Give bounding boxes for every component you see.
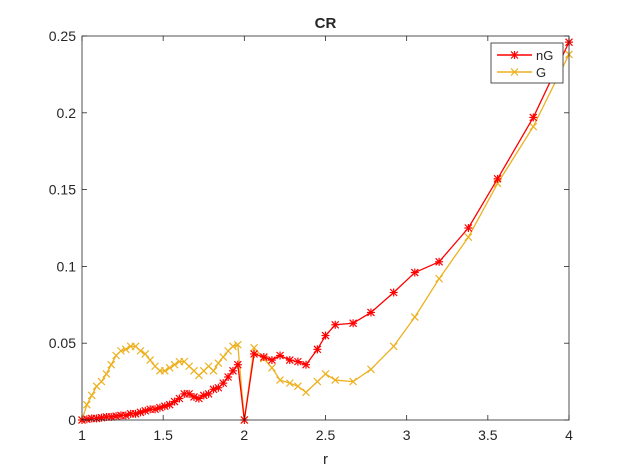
y-tick-label: 0.25 <box>49 28 76 44</box>
data-point-g <box>165 363 174 372</box>
data-point-ng <box>131 409 140 418</box>
legend-marker-symbol-g <box>510 68 519 76</box>
data-point-ng <box>293 357 302 366</box>
data-point-ng <box>170 397 179 406</box>
y-tick-label: 0.1 <box>57 258 77 274</box>
data-point-g <box>268 363 276 372</box>
x-tick-label: 2 <box>240 427 248 443</box>
data-point-ng <box>233 360 242 369</box>
data-point-g <box>233 340 242 349</box>
data-point-ng <box>349 319 358 328</box>
legend-label-ng: nG <box>536 48 553 63</box>
legend-marker-ng <box>510 51 519 59</box>
data-point-g <box>367 365 375 374</box>
x-tick-label: 2.5 <box>316 427 336 443</box>
x-tick-label: 1 <box>78 427 86 443</box>
data-point-g <box>146 356 155 365</box>
y-tick-label: 0.05 <box>49 335 76 351</box>
data-point-g <box>102 369 111 378</box>
data-point-ng <box>219 379 228 388</box>
legend-label-g: G <box>536 65 546 80</box>
data-point-ng <box>410 268 419 277</box>
data-point-g <box>229 342 237 351</box>
data-point-g <box>313 377 322 386</box>
data-point-g <box>219 353 228 361</box>
data-point-g <box>170 360 179 369</box>
data-point-g <box>293 382 302 391</box>
data-point-g <box>209 366 218 375</box>
data-point-ng <box>285 356 294 365</box>
data-point-ng <box>250 349 259 358</box>
x-tick-label: 3.5 <box>478 427 498 443</box>
data-point-g <box>160 366 169 375</box>
data-point-g <box>276 376 284 384</box>
y-tick-label: 0.2 <box>57 105 77 121</box>
data-point-ng <box>331 320 340 329</box>
legend-marker-g <box>510 68 519 76</box>
data-point-ng <box>321 331 330 340</box>
y-tick-label: 0.15 <box>49 182 76 198</box>
data-point-g <box>250 343 258 352</box>
data-point-ng <box>529 113 538 122</box>
data-point-ng <box>224 372 233 381</box>
data-point-g <box>285 379 294 388</box>
data-point-ng <box>302 360 311 369</box>
series-layer <box>78 38 573 424</box>
y-tick-label: 0 <box>68 412 76 428</box>
data-point-ng <box>165 400 174 409</box>
data-point-g <box>117 346 125 355</box>
data-point-g <box>97 377 106 386</box>
plot-area <box>82 36 569 420</box>
series-ng <box>78 38 573 424</box>
data-point-ng <box>464 224 473 232</box>
data-point-g <box>141 350 150 358</box>
chart-title: CR <box>315 15 337 32</box>
x-axis-label: r <box>323 451 328 468</box>
data-point-ng <box>366 308 375 317</box>
data-point-g <box>214 359 223 368</box>
data-point-ng <box>194 394 203 403</box>
data-point-g <box>410 313 419 322</box>
data-point-ng <box>228 366 237 375</box>
data-point-ng <box>112 412 121 421</box>
data-point-ng <box>389 288 398 297</box>
data-point-g <box>464 233 473 242</box>
data-point-g <box>389 342 398 351</box>
data-point-g <box>321 369 330 378</box>
data-point-g <box>331 376 340 384</box>
data-point-g <box>529 122 538 131</box>
data-point-ng <box>267 356 276 365</box>
legend-marker-symbol-ng <box>510 51 519 59</box>
ticks-layer: 1 1.5 2 2.5 3 3.5 4 0 0.05 0.1 0.15 0.2 0.25 <box>49 28 573 443</box>
data-point-ng <box>199 391 208 400</box>
data-point-ng <box>313 345 322 354</box>
legend: nG G <box>490 42 564 84</box>
data-point-g <box>136 346 145 355</box>
x-tick-label: 4 <box>565 427 573 443</box>
data-point-g <box>82 400 91 409</box>
data-point-ng <box>435 257 444 266</box>
data-point-g <box>107 360 116 369</box>
data-point-g <box>302 388 310 397</box>
x-tick-label: 1.5 <box>153 427 173 443</box>
data-point-ng <box>493 174 502 183</box>
legend-box <box>490 42 564 84</box>
data-point-ng <box>259 353 268 362</box>
data-point-g <box>435 274 444 283</box>
data-point-g <box>87 391 96 400</box>
x-tick-label: 3 <box>403 427 411 443</box>
data-point-ng <box>276 351 285 360</box>
data-point-g <box>349 377 358 386</box>
data-point-ng <box>185 389 194 398</box>
data-point-g <box>121 345 130 354</box>
